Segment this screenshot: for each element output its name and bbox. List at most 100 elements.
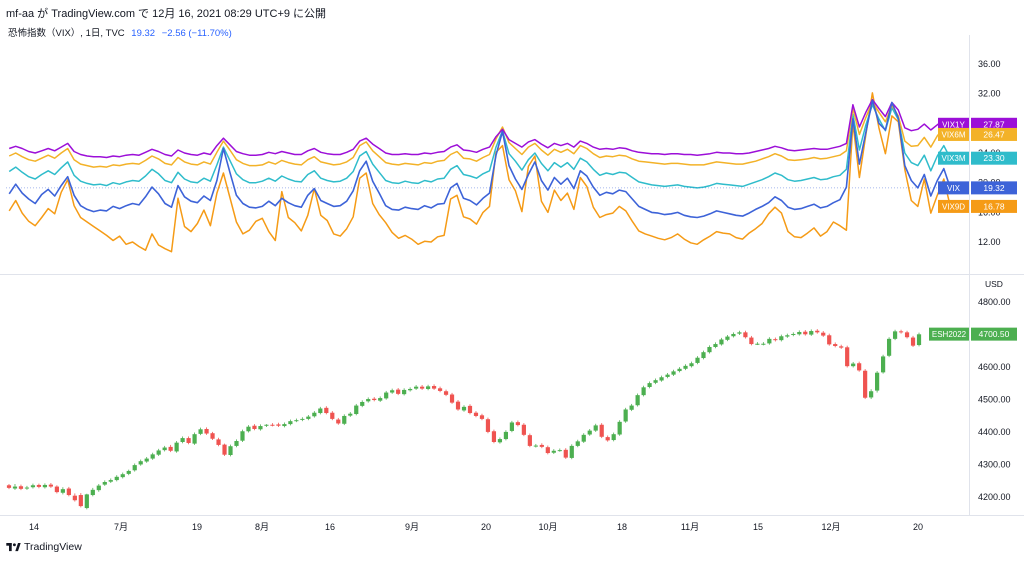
es-unit-label: USD <box>985 279 1003 289</box>
series-line-vix6m <box>8 101 951 168</box>
candle-body <box>713 344 718 347</box>
es-axis-tick-label: 4500.00 <box>978 394 1011 404</box>
candle-body <box>437 388 443 391</box>
tradingview-logo-icon <box>6 542 21 551</box>
time-axis[interactable]: 14 7月 19 8月 16 9月 20 10月 18 11月 15 12月 20 <box>29 522 923 532</box>
candle-body <box>863 370 868 398</box>
last-value-name-text: VIX1Y <box>942 120 965 129</box>
candle-body <box>455 401 461 410</box>
candle-body <box>126 470 131 474</box>
candle-body <box>677 368 682 372</box>
last-value-price-text: 19.32 <box>983 183 1005 193</box>
candle-body <box>875 372 880 391</box>
candle-body <box>569 445 574 458</box>
series-line-vix3m <box>8 104 951 189</box>
candle-body <box>384 392 389 399</box>
candle-body <box>258 426 263 430</box>
time-axis-tick-label: 18 <box>617 522 627 532</box>
candle-body <box>737 332 742 334</box>
candle-body <box>803 331 808 335</box>
candle-body <box>467 405 473 414</box>
candle-body <box>168 446 173 451</box>
candle-body <box>132 465 137 471</box>
candle-body <box>689 363 694 367</box>
last-value-price-tag <box>971 117 1017 131</box>
last-value-labels: VIX1Y 27.87 VIX6M 26.47 VIX3M 23.30 VIX 19.32 VI… <box>929 117 1017 341</box>
candle-body <box>581 434 586 442</box>
candle-body <box>575 441 580 446</box>
candle-body <box>623 409 628 422</box>
candle-body <box>378 398 383 401</box>
last-value-price-text: 16.78 <box>983 201 1005 211</box>
es-axis-tick-label: 4200.00 <box>978 492 1011 502</box>
legend-value: 19.32 <box>131 28 156 39</box>
candle-body <box>198 429 203 434</box>
candle-body <box>491 431 497 442</box>
candle-body <box>150 454 155 459</box>
candle-body <box>910 337 916 346</box>
last-value-name-text: VIX <box>947 184 961 193</box>
legend-symbol[interactable]: 恐怖指数（VIX）, 1日, TVC <box>8 28 125 39</box>
candle-body <box>42 484 48 488</box>
candle-body <box>84 494 89 509</box>
candle-body <box>617 421 622 435</box>
candle-body <box>210 433 215 439</box>
candle-body <box>725 336 730 340</box>
candle-body <box>366 399 371 402</box>
candle-body <box>300 418 305 420</box>
footer: TradingView <box>6 541 82 553</box>
candle-body <box>545 447 550 454</box>
candle-body <box>414 386 419 389</box>
last-value-name-tag <box>938 151 969 165</box>
candle-body <box>30 485 36 488</box>
last-value-name-text: VIX3M <box>941 154 965 163</box>
candle-body <box>144 458 149 462</box>
candle-body <box>701 352 706 359</box>
candle-body <box>815 330 820 333</box>
candle-body <box>419 386 425 389</box>
candle-body <box>797 332 802 335</box>
candle-body <box>102 482 107 485</box>
candle-body <box>246 426 251 432</box>
candle-body <box>533 445 538 447</box>
candle-body <box>294 420 299 422</box>
es-last-name-tag <box>929 327 969 341</box>
futures-candles <box>6 329 922 510</box>
candle-body <box>653 380 658 383</box>
legend-change: −2.56 (−11.70%) <box>161 28 232 39</box>
candle-body <box>886 338 892 356</box>
candle-body <box>162 447 167 451</box>
candle-body <box>114 476 119 481</box>
candle-body <box>78 495 83 507</box>
candle-body <box>354 405 359 415</box>
candle-body <box>509 422 515 431</box>
time-axis-tick-label: 14 <box>29 522 39 532</box>
candle-body <box>336 419 341 424</box>
candle-body <box>24 487 30 489</box>
last-value-name-text: VIX9D <box>942 202 965 211</box>
candle-body <box>599 424 604 437</box>
candle-body <box>773 339 778 341</box>
candle-body <box>833 344 838 347</box>
candle-body <box>425 386 431 389</box>
candle-body <box>527 435 532 446</box>
last-value-price-tag <box>971 151 1017 165</box>
candle-body <box>66 488 71 496</box>
candle-body <box>288 421 293 425</box>
candle-body <box>449 394 455 403</box>
candle-body <box>629 405 634 410</box>
candle-body <box>60 489 65 493</box>
candle-body <box>348 413 353 416</box>
candle-body <box>898 331 904 333</box>
candle-body <box>761 343 766 345</box>
candle-body <box>521 424 526 435</box>
candle-body <box>611 434 616 441</box>
es-axis-tick-label: 4600.00 <box>978 362 1011 372</box>
series-line-vix <box>8 99 952 219</box>
candle-body <box>539 444 544 447</box>
candle-body <box>180 438 185 442</box>
candle-body <box>228 446 233 456</box>
last-value-price-text: 23.30 <box>983 153 1005 163</box>
candle-body <box>767 338 772 344</box>
